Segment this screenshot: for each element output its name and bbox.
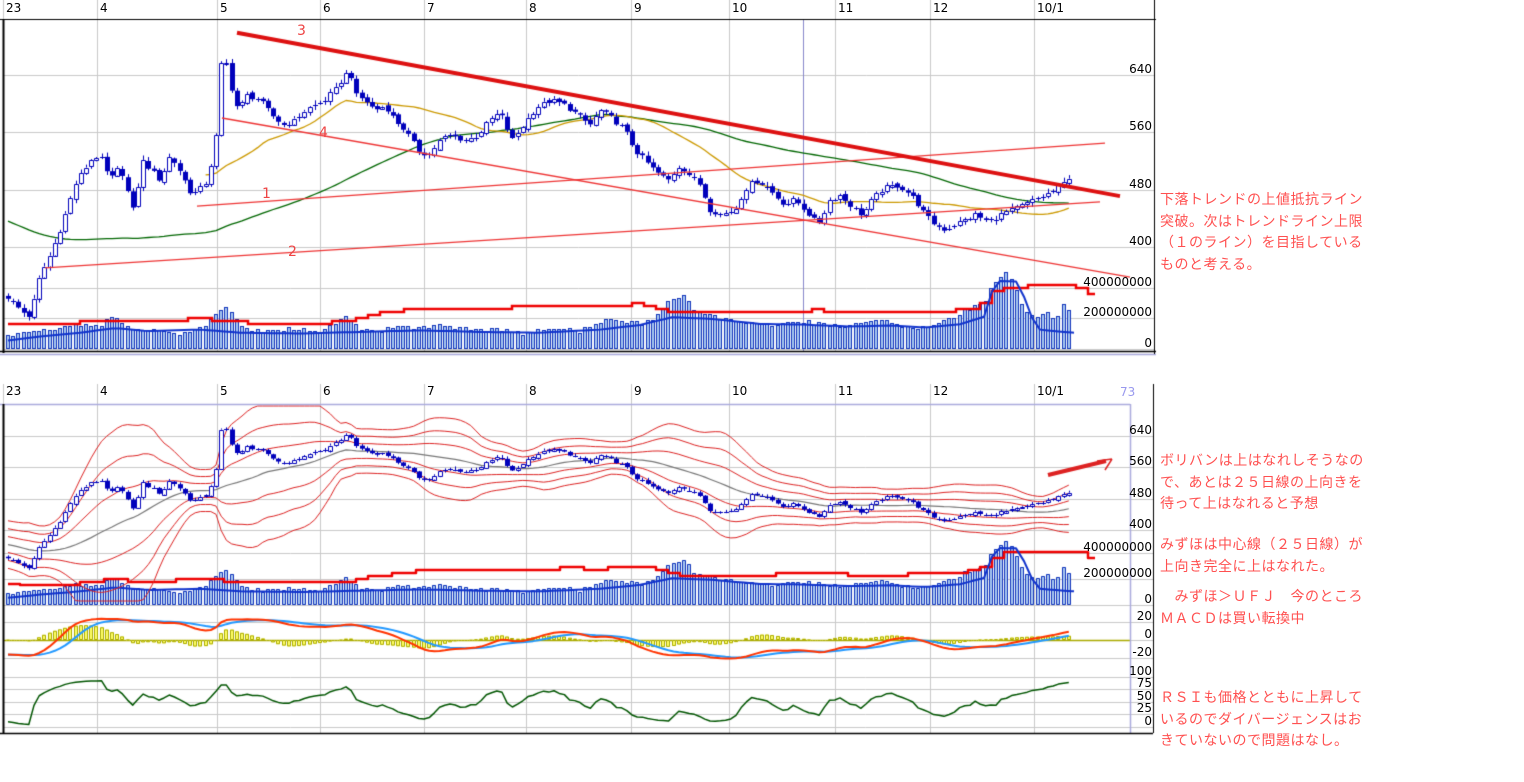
annotation-line: みずほ＞ＵＦＪ 今のところ	[1160, 589, 1363, 605]
annotation-line: ＲＳＩも価格とともに上昇して	[1160, 690, 1363, 706]
annotation-bollinger-forecast: ボリバンは上はなれしそうなの で、あとは２５日線の上向きを 待って上はなれると予…	[1160, 451, 1364, 516]
annotation-line: ＭＡＣＤは買い転換中	[1160, 610, 1305, 627]
annotation-line: （１のライン）を目指している	[1160, 235, 1363, 251]
annotation-mizuho-centerline: みずほは中心線（２５日線）が 上向き完全に上はなれた。	[1160, 535, 1363, 578]
annotation-line: で、あとは２５日線の上向きを	[1160, 474, 1363, 491]
annotation-line: ボリバンは上はなれしそうなの	[1160, 453, 1364, 469]
annotation-line: ものと考える。	[1160, 256, 1262, 273]
annotation-line: 突破。次はトレンドライン上限	[1160, 213, 1363, 230]
annotation-macd-buy-signal: みずほ＞ＵＦＪ 今のところ ＭＡＣＤは買い転換中	[1160, 587, 1363, 630]
annotation-rsi-no-divergence: ＲＳＩも価格とともに上昇して いるのでダイバージェンスはお きていないので問題は…	[1160, 688, 1363, 753]
annotation-line: 上向き完全に上はなれた。	[1160, 558, 1334, 575]
annotation-trendline-breakout: 下落トレンドの上値抵抗ライン 突破。次はトレンドライン上限 （１のライン）を目指…	[1160, 190, 1363, 276]
annotation-line: 待って上はなれると予想	[1160, 496, 1319, 512]
annotation-line: いるのでダイバージェンスはお	[1160, 711, 1363, 728]
annotation-line: きていないので問題はなし。	[1160, 733, 1349, 749]
annotation-line: 下落トレンドの上値抵抗ライン	[1160, 192, 1363, 208]
annotation-line: みずほは中心線（２５日線）が	[1160, 537, 1363, 553]
